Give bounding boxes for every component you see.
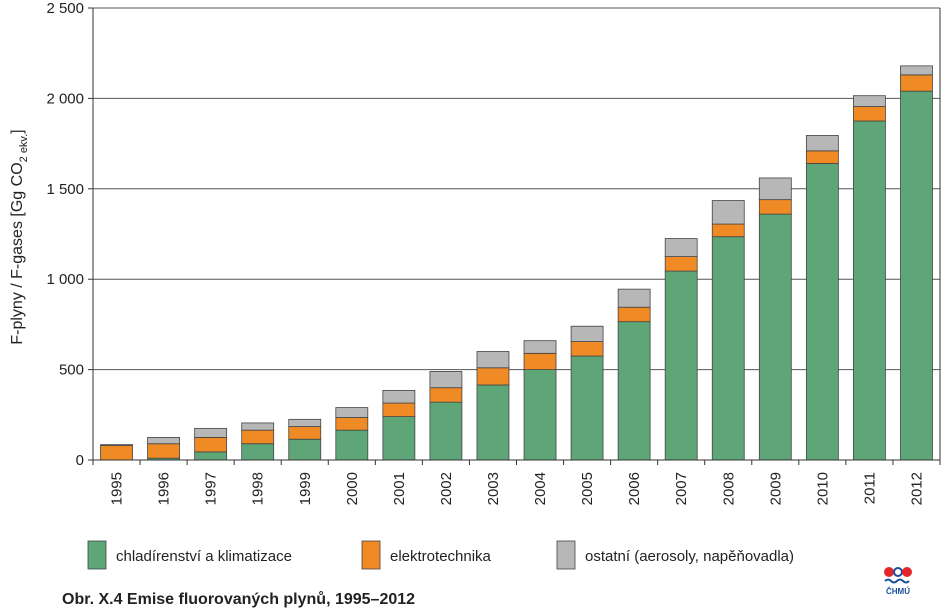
x-tick-label-2012: 2012: [908, 472, 925, 505]
bar-2012-series-1: [900, 74, 933, 92]
logo-text: ČHMÚ: [886, 587, 910, 596]
bar-2000-series-2: [335, 407, 369, 418]
x-tick-label-2003: 2003: [485, 472, 502, 505]
y-tick-label-2000: 2 000: [46, 90, 84, 107]
y-tick-label-2500: 2 500: [46, 0, 84, 17]
bar-2007-series-2: [664, 238, 698, 258]
x-tick-label-2007: 2007: [673, 472, 690, 505]
x-tick-label-2005: 2005: [579, 472, 596, 505]
legend-label-1: elektrotechnika: [390, 548, 492, 565]
bar-2000-series-0: [335, 429, 369, 461]
bar-2008-series-2: [711, 200, 745, 225]
bar-2010-series-2: [805, 135, 839, 152]
bar-2005-series-0: [570, 355, 604, 461]
x-tick-labels: 1995 1996 1997 1998 1999 2000 2001 2002 2003 2004…: [109, 472, 926, 505]
bar-2003-series-1: [476, 367, 510, 386]
bar-2003-series-2: [476, 351, 510, 369]
x-tick-label-1998: 1998: [250, 472, 267, 505]
bar-2008-series-0: [711, 236, 745, 461]
bar-2011-series-2: [853, 95, 886, 107]
bar-2006-series-0: [617, 321, 651, 461]
bar-2012-series-0: [900, 90, 933, 461]
bar-2003-series-0: [476, 384, 510, 461]
legend-item-2: ostatní (aerosoly, napěňovadla): [556, 540, 794, 570]
y-tick-labels: 0 500 1 000 1 500 2 000 2 500: [46, 0, 84, 469]
bar-2002-series-1: [429, 387, 463, 403]
bar-2002-series-0: [429, 401, 463, 461]
bar-2007-series-1: [664, 256, 698, 272]
legend-swatch-1: [361, 540, 381, 570]
bar-2010-series-1: [805, 150, 839, 164]
y-tick-label-500: 500: [59, 362, 84, 379]
x-tick-label-1996: 1996: [156, 472, 173, 505]
x-tick-label-2006: 2006: [626, 472, 643, 505]
legend: chladírenství a klimatizace elektrotechni…: [87, 540, 794, 570]
bar-1995-series-2: [100, 444, 133, 446]
bar-2008-series-1: [711, 223, 745, 238]
bar-2005-series-1: [570, 341, 604, 357]
bar-2002-series-2: [429, 371, 463, 389]
bar-1999-series-1: [288, 426, 322, 440]
bar-1997-series-2: [194, 427, 228, 438]
x-tick-label-1997: 1997: [203, 472, 220, 505]
legend-item-1: elektrotechnika: [361, 540, 492, 570]
x-tick-label-2004: 2004: [532, 472, 549, 505]
bar-2006-series-2: [617, 288, 651, 308]
bar-2004-series-0: [523, 369, 557, 461]
y-axis-label: F-plyny / F-gases [Gg CO2 ekv.]: [9, 129, 30, 344]
x-tick-label-2010: 2010: [814, 472, 831, 505]
bar-2001-series-2: [382, 389, 416, 404]
legend-item-0: chladírenství a klimatizace: [87, 540, 292, 570]
bar-2011-series-0: [853, 120, 886, 461]
bar-2000-series-1: [335, 417, 369, 431]
bar-2006-series-1: [617, 306, 651, 323]
y-tick-label-1500: 1 500: [46, 181, 84, 198]
x-tick-label-2011: 2011: [861, 472, 878, 504]
legend-swatch-2: [556, 540, 576, 570]
y-tick-label-1000: 1 000: [46, 271, 84, 288]
legend-swatch-0: [87, 540, 107, 570]
chmu-logo: ČHMÚ: [884, 567, 912, 596]
x-tick-label-2009: 2009: [767, 472, 784, 505]
bar-2001-series-0: [382, 416, 416, 461]
legend-label-0: chladírenství a klimatizace: [116, 548, 292, 565]
bar-2011-series-1: [853, 106, 886, 122]
bar-1998-series-2: [241, 422, 275, 431]
bar-1996-series-2: [147, 436, 180, 445]
bar-2009-series-1: [758, 199, 792, 215]
bar-2001-series-1: [382, 402, 416, 418]
bar-1997-series-0: [194, 451, 228, 461]
x-tick-label-1995: 1995: [109, 472, 126, 505]
bar-2004-series-1: [523, 352, 557, 371]
bar-1998-series-1: [241, 429, 275, 445]
x-tick-label-2001: 2001: [391, 472, 408, 505]
y-tick-label-0: 0: [76, 452, 84, 469]
x-tick-label-2008: 2008: [720, 472, 737, 505]
bars: [100, 65, 933, 461]
bar-1999-series-2: [288, 418, 322, 427]
axes: [88, 7, 941, 465]
bar-1999-series-0: [288, 438, 322, 461]
bar-2009-series-2: [758, 177, 792, 201]
bar-2005-series-2: [570, 325, 604, 342]
x-tick-label-2002: 2002: [438, 472, 455, 505]
bar-2010-series-0: [805, 163, 839, 461]
x-tick-label-2000: 2000: [344, 472, 361, 505]
legend-label-2: ostatní (aerosoly, napěňovadla): [585, 548, 794, 565]
bar-1998-series-0: [241, 443, 275, 461]
bar-2007-series-0: [664, 270, 698, 461]
figure-caption: Obr. X.4 Emise fluorovaných plynů, 1995–…: [62, 591, 415, 608]
gridlines: [93, 7, 940, 371]
bar-2009-series-0: [758, 213, 792, 461]
bar-1995-series-1: [100, 445, 133, 461]
x-tick-label-1999: 1999: [297, 472, 314, 505]
bar-1997-series-1: [194, 436, 228, 453]
bar-2012-series-2: [900, 65, 933, 76]
bar-2004-series-2: [523, 340, 557, 354]
bar-1996-series-1: [147, 443, 180, 459]
